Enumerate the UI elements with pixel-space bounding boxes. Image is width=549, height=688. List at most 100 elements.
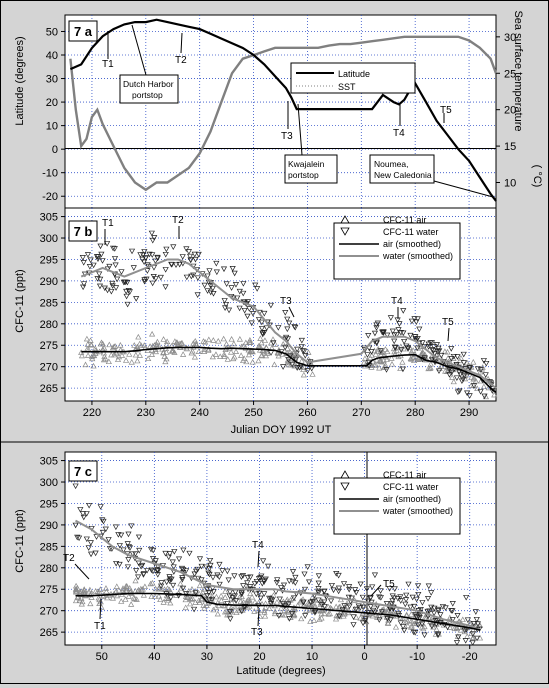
air-point (374, 614, 381, 620)
panel-tag-text-7a: 7 a (74, 24, 93, 39)
water-point (374, 320, 381, 327)
water-point (346, 603, 353, 610)
air-point (421, 351, 429, 358)
water-point (87, 540, 94, 546)
annotations-7b: T1 T2 T3 T4 T5 (102, 215, 454, 342)
water-point (449, 601, 456, 607)
air-point (480, 383, 487, 390)
water-point (79, 511, 87, 517)
air-point (100, 356, 108, 363)
air-point (205, 347, 212, 353)
air-point (221, 353, 228, 360)
annotation-arrow-t5-7c (370, 584, 382, 597)
annotation-t4-7c: T4 (252, 540, 264, 551)
water-point (120, 547, 127, 554)
air-point (249, 348, 256, 355)
water-point (198, 563, 205, 570)
water-point (341, 603, 348, 609)
water-point (373, 340, 380, 347)
water-point (464, 390, 471, 397)
annotation-kwajalein-line2: portstop (288, 170, 319, 180)
y-tick-label: 300 (40, 233, 58, 245)
air-point (478, 365, 485, 372)
annotations-7c: T2 T1 T4 T3 T5 (63, 540, 395, 638)
water-point (302, 353, 309, 359)
water-point (242, 604, 249, 610)
air-point (141, 342, 148, 348)
water-point (104, 287, 111, 294)
water-point (219, 568, 226, 574)
water-point (260, 577, 268, 584)
water-point (416, 615, 423, 621)
x-tick-label: 30 (201, 651, 213, 663)
water-point (147, 546, 155, 553)
water-point (141, 249, 148, 255)
air-point (111, 351, 118, 358)
air-point (321, 610, 328, 616)
water-point (352, 587, 359, 593)
water-point (216, 574, 223, 581)
air-point (255, 599, 262, 606)
ticks-7c: 265 270 275 280 285 290 295 300 305 50 40 30 20 10 0 -1… (40, 456, 478, 663)
water-point (125, 557, 132, 563)
water-point (282, 310, 289, 316)
air-point (351, 605, 358, 612)
air-point (230, 340, 237, 347)
water-point (304, 368, 311, 374)
water-point (483, 360, 490, 367)
water-point (300, 599, 307, 606)
air-point (307, 618, 314, 624)
y-tick-label-7a: 10 (46, 121, 58, 133)
air-point (227, 349, 235, 355)
panel-tag-text-7b: 7 b (74, 224, 93, 239)
legend-label-air: CFC-11 air (383, 470, 426, 480)
water-point (364, 598, 372, 605)
water-point (139, 562, 146, 569)
air-point (151, 342, 158, 348)
air-point (198, 596, 205, 603)
water-point (79, 255, 86, 261)
water-point (94, 256, 102, 263)
panel-tag-text-7c: 7 c (74, 464, 92, 479)
water-point (275, 325, 282, 331)
annotation-noumea-line2: New Caledonia (374, 170, 432, 180)
air-point (449, 374, 456, 380)
water-point (167, 595, 174, 601)
annotations-7a: T1 T2 T3 T4 T5 Dutch Harbor portstop Kwa… (102, 24, 494, 198)
water-point (273, 580, 280, 586)
water-point (395, 611, 402, 617)
y-ticks-7a: 50 40 30 20 10 0 -10 -20 (42, 26, 65, 203)
water-point (482, 372, 489, 378)
x-tick-label: 10 (306, 651, 318, 663)
water-point (209, 574, 217, 581)
air-point (184, 594, 191, 600)
air-point (72, 597, 80, 604)
air-point (271, 361, 278, 368)
water-point (213, 260, 220, 267)
air-point (377, 358, 384, 364)
y-tick-label-7a: -20 (42, 191, 58, 203)
air-point (227, 608, 234, 615)
legend-label-air: CFC-11 air (383, 215, 426, 225)
air-point (171, 338, 178, 344)
air-point (459, 616, 466, 623)
x-tick-label: 230 (137, 407, 155, 419)
water-point (392, 345, 399, 351)
air-point (118, 598, 125, 604)
air-point (212, 604, 220, 611)
scatter-7c (72, 483, 484, 646)
air-point (81, 587, 88, 594)
x-tick-label: 240 (191, 407, 209, 419)
y-tick-label: 285 (40, 541, 58, 553)
annotation-kwajalein-line1: Kwajalein (288, 159, 325, 169)
water-point (139, 256, 146, 263)
water-point (318, 602, 326, 608)
water-point (435, 345, 442, 352)
water-point (425, 344, 432, 350)
water-point (301, 586, 309, 593)
water-point (169, 559, 176, 566)
water-point (350, 614, 357, 620)
x-axis-label-7b: Julian DOY 1992 UT (231, 424, 332, 436)
water-point (425, 583, 432, 590)
annotation-arrow-t3-7c (257, 608, 260, 627)
